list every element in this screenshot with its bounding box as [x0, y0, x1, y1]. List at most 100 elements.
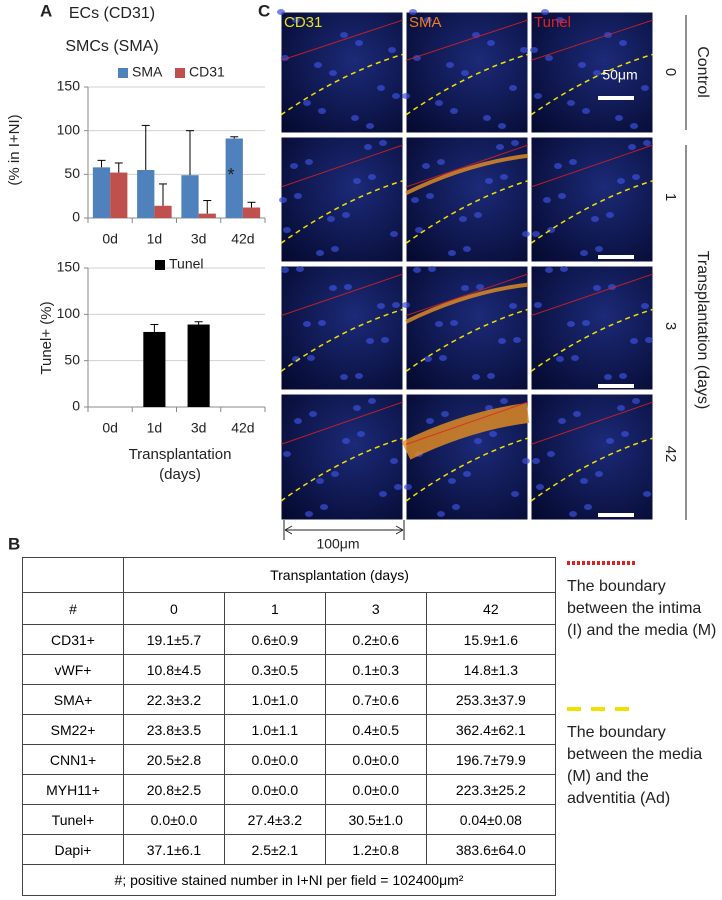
- panel-letter: B: [8, 534, 20, 553]
- legend-label: Tunel: [169, 256, 204, 272]
- nucleus: [318, 320, 326, 326]
- nucleus: [452, 504, 460, 510]
- nucleus: [355, 373, 363, 379]
- table-cell: 37.1±6.1: [123, 834, 225, 865]
- nucleus: [318, 108, 326, 114]
- nucleus: [509, 303, 517, 309]
- legend-text: The boundary between the intima (I) and …: [567, 578, 717, 639]
- nucleus: [353, 405, 361, 411]
- nucleus: [543, 197, 551, 203]
- nucleus: [591, 216, 599, 222]
- nucleus: [448, 250, 456, 256]
- nucleus: [485, 178, 493, 184]
- nucleus: [294, 418, 302, 424]
- nucleus: [545, 55, 553, 61]
- legend-text: The boundary between the media (M) and t…: [567, 724, 703, 807]
- nucleus: [617, 178, 625, 184]
- legend-swatch: [175, 68, 185, 78]
- table-cell: 20.5±2.8: [123, 744, 225, 775]
- nucleus: [390, 458, 398, 464]
- nucleus: [277, 9, 285, 15]
- nucleus: [459, 216, 467, 222]
- table-row: Transplantation (days): [22, 557, 556, 593]
- nucleus: [331, 246, 339, 252]
- nucleus: [593, 70, 601, 76]
- nucleus: [511, 491, 519, 497]
- table-row: SM22+ 23.8±3.5 1.0±1.1 0.4±0.5 362.4±62.1: [22, 714, 557, 745]
- nucleus: [532, 458, 540, 464]
- table-cell: 383.6±64.0: [425, 834, 557, 865]
- nucleus: [621, 431, 629, 437]
- micrograph: [280, 11, 404, 134]
- intima-boundary: [280, 273, 404, 317]
- nucleus: [305, 511, 313, 517]
- nucleus: [351, 115, 359, 121]
- y-tick-label: 50: [64, 351, 80, 367]
- nucleus: [522, 231, 530, 237]
- nucleus: [569, 511, 577, 517]
- nucleus: [355, 40, 363, 46]
- table-cell: 0.4±0.5: [324, 714, 427, 745]
- intima-boundary: [530, 401, 654, 445]
- intima-boundary: [280, 144, 404, 188]
- nucleus: [534, 93, 542, 99]
- intima-boundary: [530, 144, 654, 188]
- table-row: SMA+ 22.3±3.2 1.0±1.0 0.7±0.6 253.3±37.9: [22, 684, 557, 715]
- micrograph: [405, 265, 529, 391]
- nucleus: [573, 411, 581, 417]
- table-row: MYH11+ 20.8±2.5 0.0±0.0 0.0±0.0 223.3±25.2: [22, 774, 557, 805]
- nucleus: [461, 285, 469, 291]
- nucleus: [630, 338, 638, 344]
- nucleus: [556, 356, 564, 362]
- nucleus: [580, 250, 588, 256]
- table-cell: SM22+: [22, 714, 124, 745]
- nucleus: [404, 484, 412, 490]
- table-cell: 19.1±5.7: [123, 624, 225, 655]
- nucleus: [530, 47, 538, 53]
- nucleus: [582, 320, 590, 326]
- nucleus: [450, 108, 458, 114]
- table-row: #; positive stained number in I+NI per f…: [22, 864, 556, 896]
- table-cell: 0.6±0.9: [223, 624, 326, 655]
- nucleus: [329, 70, 337, 76]
- table-cell: 0.0±0.0: [123, 804, 225, 835]
- group-label: Transplantation (days): [694, 251, 711, 410]
- nucleus: [379, 491, 387, 497]
- nucleus: [281, 267, 289, 273]
- table-cell: 14.8±1.3: [425, 654, 557, 685]
- x-tick-label: 1d: [147, 231, 163, 247]
- y-axis-label: (% in I+NI): [6, 114, 23, 185]
- nucleus: [513, 337, 521, 343]
- nucleus: [366, 123, 374, 129]
- table-cell: 42: [425, 592, 557, 625]
- width-bar-label: 100μm: [316, 536, 359, 552]
- nucleus: [558, 418, 566, 424]
- micrograph: [530, 393, 654, 521]
- nucleus: [463, 246, 471, 252]
- nucleus: [628, 144, 636, 150]
- nucleus: [630, 123, 638, 129]
- x-tick-label: 0d: [102, 420, 118, 436]
- nucleus: [534, 302, 542, 308]
- nucleus: [604, 374, 612, 380]
- table-cell: Tunel+: [22, 804, 124, 835]
- intima-boundary: [280, 401, 404, 445]
- row-label: 3: [662, 322, 679, 330]
- table-cell: 20.8±2.5: [123, 774, 225, 805]
- x-tick-label: 0d: [102, 231, 118, 247]
- table-cell: 0.0±0.0: [223, 774, 326, 805]
- nucleus: [428, 266, 436, 272]
- micrograph: [280, 136, 404, 263]
- nucleus: [476, 284, 484, 290]
- table-cell: 27.4±3.2: [223, 804, 326, 835]
- nucleus: [305, 159, 313, 165]
- nucleus: [342, 438, 350, 444]
- nucleus: [379, 140, 387, 146]
- nucleus: [450, 320, 458, 326]
- table-cell: 3: [324, 592, 427, 625]
- nucleus: [487, 40, 495, 46]
- micrograph: [530, 265, 654, 391]
- nucleus: [489, 431, 497, 437]
- table-row: Dapi+ 37.1±6.1 2.5±2.1 1.2±0.8 383.6±64.0: [22, 834, 557, 865]
- nucleus: [357, 431, 365, 437]
